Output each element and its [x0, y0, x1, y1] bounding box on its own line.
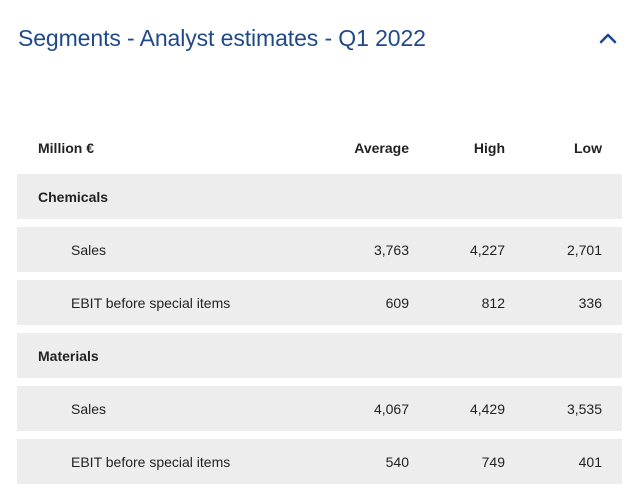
- high-value: 4,429: [469, 400, 505, 417]
- average-value: 609: [385, 294, 409, 311]
- segment-header: Segments - Analyst estimates - Q1 2022: [18, 22, 622, 54]
- page-title: Segments - Analyst estimates - Q1 2022: [18, 24, 426, 51]
- row-label: EBIT before special items: [71, 453, 231, 470]
- column-header-label: Million €: [38, 140, 94, 156]
- section-title: Materials: [38, 347, 99, 364]
- column-header-average: Average: [354, 140, 409, 156]
- column-header-low: Low: [574, 140, 602, 156]
- low-value: 3,535: [566, 400, 602, 417]
- estimates-table: Million € Average High Low Chemicals Sal…: [17, 124, 622, 492]
- table-row: Sales 4,067 4,429 3,535: [17, 386, 622, 431]
- low-value: 336: [578, 294, 602, 311]
- table-row: Sales 3,763 4,227 2,701: [17, 227, 622, 272]
- average-value: 3,763: [373, 241, 409, 258]
- section-row-materials: Materials: [17, 333, 622, 378]
- high-value: 812: [481, 294, 505, 311]
- chevron-up-icon: [599, 33, 617, 44]
- collapse-toggle-button[interactable]: [596, 26, 620, 50]
- table-header-row: Million € Average High Low: [17, 124, 622, 172]
- low-value: 2,701: [566, 241, 602, 258]
- row-label: Sales: [71, 241, 107, 258]
- section-title: Chemicals: [38, 188, 109, 205]
- high-value: 4,227: [469, 241, 505, 258]
- high-value: 749: [481, 453, 505, 470]
- table-row: EBIT before special items 609 812 336: [17, 280, 622, 325]
- column-header-high: High: [473, 140, 505, 156]
- average-value: 4,067: [373, 400, 409, 417]
- row-label: Sales: [71, 400, 107, 417]
- row-label: EBIT before special items: [71, 294, 231, 311]
- section-row-chemicals: Chemicals: [17, 174, 622, 219]
- table-row: EBIT before special items 540 749 401: [17, 439, 622, 484]
- average-value: 540: [385, 453, 409, 470]
- low-value: 401: [578, 453, 602, 470]
